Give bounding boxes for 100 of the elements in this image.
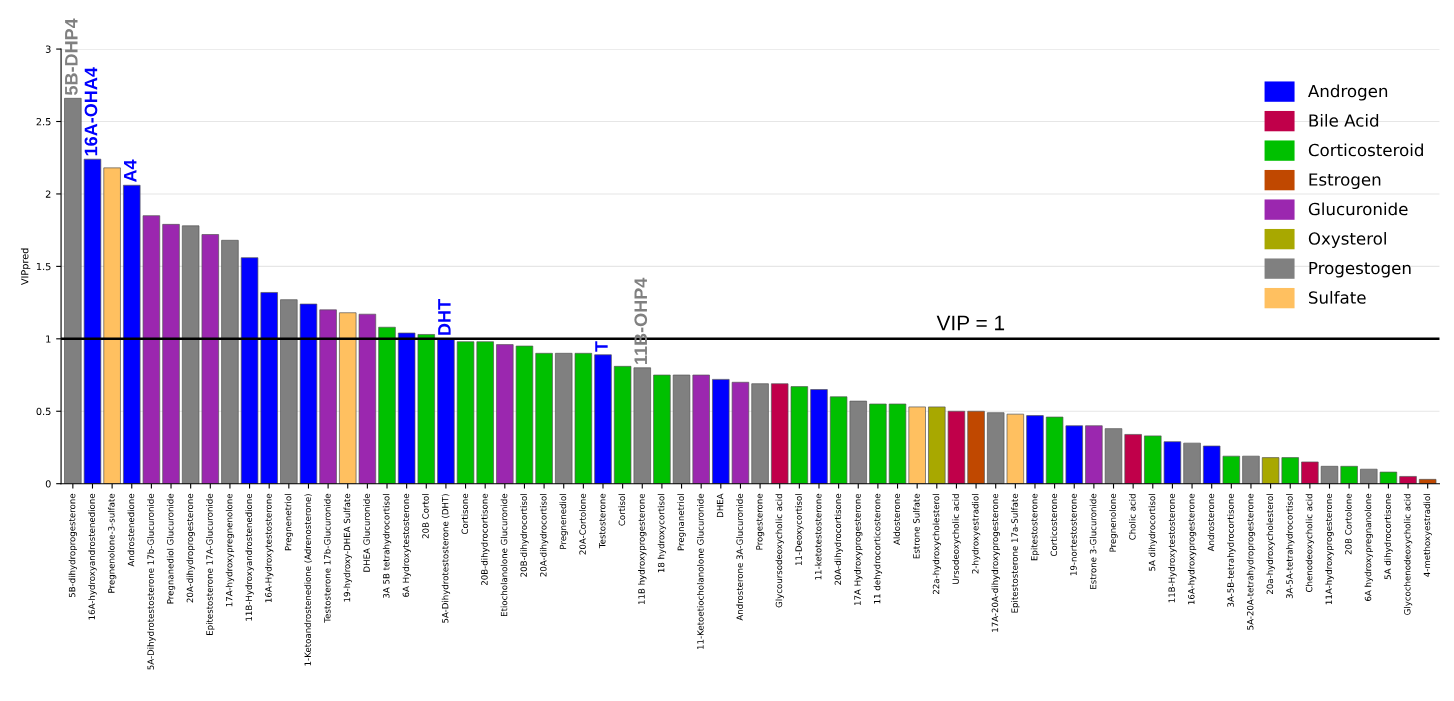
bar [162, 224, 180, 484]
x-tick-label: Pregnanetriol [677, 494, 686, 551]
x-tick-label: 17A Hydroxyprogesterone [854, 493, 863, 606]
x-tick-label: 3A-5B-tetrahydrocortisone [1227, 493, 1236, 607]
x-tick-label: 20B-dihydrocortisol [520, 494, 529, 577]
x-tick-label: Androstenedione [127, 493, 135, 567]
legend-label: Bile Acid [1309, 113, 1379, 127]
x-tick-label: Androsterone 3A-Glucuronide [736, 493, 743, 621]
x-tick-label: Glycochenodeoxycholic acid [1403, 494, 1413, 615]
bar [1301, 461, 1319, 484]
legend-label: Oxysterol [1308, 231, 1386, 249]
x-tick-label: 3A 5B tetrahydrocortisol [382, 494, 392, 598]
x-tick-label: 11-Deoxycortisol [795, 494, 804, 566]
bar [103, 167, 121, 484]
annotation: A4 [124, 159, 137, 183]
x-tick-label: 20A-dihydroprogesterone [186, 493, 195, 603]
x-tick-label: 19-hydroxy-DHEA Sulfate [343, 493, 352, 602]
x-tick-label: DHEA [716, 493, 724, 518]
x-tick-label: Cortisol [618, 494, 626, 526]
x-tick-label: 11-ketotestosterone [814, 493, 822, 580]
x-tick-label: Progesterone [756, 493, 765, 550]
x-tick-label: Etiocholanolone Glucuronide [500, 493, 508, 616]
bar [319, 309, 337, 484]
legend-label: Corticosteroid [1308, 143, 1423, 157]
x-tick-label: 20B Cortol [422, 494, 429, 539]
y-tick-label: 0.5 [36, 407, 51, 416]
x-tick-label: Testosterone 17b-Glucuronide [323, 493, 331, 623]
x-tick-label: 20A-dihydrocortisol [539, 494, 549, 577]
x-tick-label: Androsterone [1207, 493, 1215, 552]
x-tick-label: 17A-hydroxypregnenolone [225, 493, 235, 607]
bar [1242, 455, 1260, 484]
x-tick-label: 19-nortestosterone [1070, 493, 1077, 576]
bar [967, 410, 985, 484]
x-tick-label: 5A-Dihydrotestosterone (DHT) [441, 494, 451, 623]
x-tick-label: Chenodeoxycholic acid [1305, 494, 1315, 592]
x-tick-label: 5A dihydrocortisol [1148, 494, 1157, 571]
bar [535, 352, 553, 484]
bar [1340, 465, 1358, 484]
ref-line-label: VIP = 1 [936, 315, 1005, 331]
x-tick-label: Ursodeoxycholic acid [952, 494, 961, 584]
bar [653, 374, 671, 484]
annotation: 5B-DHP4 [65, 18, 78, 95]
x-tick-label: Estrone 3-Glucuronide [1089, 493, 1097, 589]
x-tick-label: Estrone Sulfate [913, 493, 920, 559]
x-tick-label: Epitestosterone [1030, 493, 1040, 561]
x-tick-label: Glycoursodeoxycholic acid [775, 494, 784, 608]
bar [594, 354, 612, 484]
y-tick-label: 1.5 [36, 262, 51, 271]
x-tick-label: 11B-Hydroxytestosterone [1168, 493, 1177, 603]
x-tick-label: Aldosterone [893, 493, 901, 545]
x-tick-label: Cortisone [461, 493, 469, 535]
x-tick-label: 20a-hydroxycholesterol [1266, 494, 1275, 594]
x-tick-label: Pregnanediol Glucuronide [166, 493, 176, 604]
bar [437, 338, 455, 484]
annotation: DHT [438, 299, 451, 335]
bar [221, 239, 239, 484]
x-tick-label: 5B-dihydroprogesterone [68, 493, 78, 598]
bar [1183, 442, 1201, 484]
x-tick-label: 11B hydroxyprogesterone [638, 493, 647, 605]
x-tick-label: Corticosterone [1050, 493, 1058, 557]
bar [1085, 425, 1103, 484]
y-tick-label: 3 [45, 45, 51, 53]
bar [1399, 476, 1417, 484]
legend-label: Androgen [1308, 84, 1388, 101]
annotation: 11B-OHP4 [634, 277, 648, 364]
y-axis-title: VIPpred [20, 248, 31, 286]
x-tick-label: 1-Ketoandrostenedione (Adrenosterone) [304, 494, 312, 666]
x-tick-label: Epitestosterone 17A-Glucuronide [206, 493, 215, 635]
x-tick-label: 2-hydroxyestradiol [971, 494, 981, 574]
x-tick-label: Testosterone [599, 493, 606, 549]
x-tick-label: 16A-hydroxyandrostenedione [88, 493, 97, 620]
x-tick-label: 20A-Cortolone [579, 493, 586, 555]
x-tick-label: Pregnenetriol [284, 494, 293, 551]
x-tick-label: 11B-Hydroxyandrostenedione [245, 493, 254, 621]
x-tick-label: 16A-hydroxyprogesterone [1187, 493, 1197, 605]
x-tick-label: 6A hydroxypregnanolone [1364, 493, 1373, 601]
x-tick-label: 22a-hydroxycholesterol [932, 494, 941, 594]
bar [810, 389, 828, 484]
legend-label: Glucuronide [1308, 202, 1408, 216]
x-tick-label: 11 dehydrocorticosterone [873, 493, 883, 604]
y-tick-label: 2.5 [36, 117, 51, 126]
x-tick-label: Pregnenolone [1109, 493, 1118, 552]
y-tick-label: 2 [45, 190, 51, 198]
x-tick-label: 5A-20A-tetrahydroprogesterone [1246, 493, 1256, 630]
legend-label: Progestogen [1309, 261, 1411, 278]
annotation: T [595, 341, 608, 352]
x-tick-label: 17A-20A-dihydroxyprogesterone [991, 493, 1000, 632]
legend-label: Sulfate [1308, 290, 1366, 304]
x-tick-label: 5A dihydrocortisone [1384, 493, 1393, 580]
bar [751, 383, 769, 484]
x-tick-label: DHEA Glucuronide [363, 493, 370, 572]
x-tick-label: 11-Ketoetiocholanolone Glucuronide [697, 493, 704, 649]
x-tick-label: 11A-hydroxyprogesterone [1325, 493, 1334, 605]
x-tick-label: 20B Cortolone [1344, 493, 1352, 555]
x-tick-label: 18 hydroxycortisol [657, 494, 667, 573]
legend-label: Estrogen [1309, 173, 1381, 190]
x-tick-label: 20A-dihydrocortisone [834, 493, 843, 585]
x-tick-label: 16A-Hydroxytestosterone [265, 493, 274, 603]
x-tick-label: Cholic acid [1128, 494, 1136, 540]
y-tick-label: 1 [46, 335, 51, 343]
